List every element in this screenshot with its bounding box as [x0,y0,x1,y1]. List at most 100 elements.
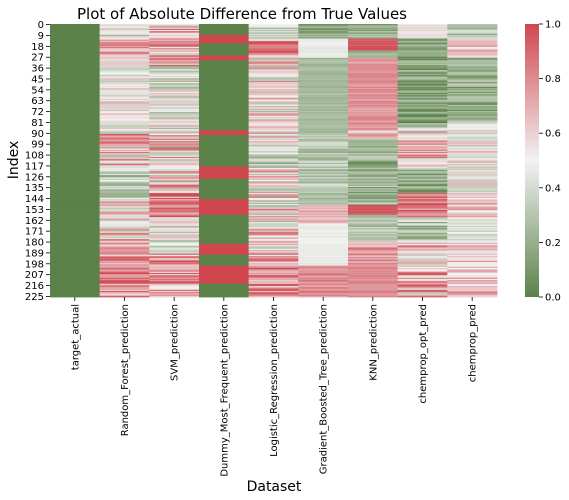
heatmap-cell [348,253,399,256]
heatmap-cell [248,133,299,136]
heatmap-cell [298,269,349,271]
heatmap-cell [248,278,299,281]
heatmap-cell [397,59,448,61]
heatmap-cell [248,56,299,59]
heatmap-cell [50,75,101,78]
heatmap-cell [348,213,399,216]
heatmap-cell [397,57,448,60]
heatmap-cell [298,234,349,236]
heatmap-cell [397,66,448,68]
heatmap-cell [248,114,299,117]
heatmap-cell [397,275,448,277]
heatmap-cell [99,272,150,275]
heatmap-cell [50,65,101,67]
heatmap-cell [149,181,200,183]
heatmap-cell [99,271,150,274]
heatmap-cell [149,106,200,108]
heatmap-cell [298,271,349,274]
heatmap-cell [447,217,498,219]
heatmap-cell [99,117,150,119]
heatmap-cell [199,142,250,144]
heatmap-cell [447,96,498,99]
heatmap-cell [447,45,498,48]
heatmap-cell [199,55,250,58]
heatmap-cell [397,42,448,44]
heatmap-cell [447,195,498,198]
heatmap-cell [99,67,150,70]
heatmap-cell [199,154,250,157]
heatmap-cell [397,173,448,176]
heatmap-cell [348,81,399,84]
heatmap-cell [50,33,101,36]
heatmap-cell [50,284,101,287]
heatmap-cell [298,138,349,141]
heatmap-cell [149,265,200,268]
heatmap-cell [199,251,250,253]
heatmap-cell [50,92,101,95]
heatmap-cell [447,277,498,280]
heatmap-cell [397,168,448,171]
heatmap-cell [199,158,250,160]
heatmap-cell [99,212,150,215]
heatmap-cell [50,138,101,141]
heatmap-cell [397,126,448,129]
heatmap-cell [447,114,498,117]
heatmap-cell [348,152,399,154]
heatmap-cell [248,234,299,236]
heatmap-cell [298,71,349,73]
heatmap-cell [199,246,250,248]
heatmap-cell [99,260,150,263]
heatmap-cell [248,261,299,264]
heatmap-cell [50,206,101,209]
heatmap-cell [298,177,349,180]
heatmap-cell [149,197,200,200]
heatmap-cell [397,148,448,151]
heatmap-cell [397,88,448,90]
y-tick-label: 153 [25,205,44,216]
heatmap-cell [397,255,448,258]
heatmap-cell [447,84,498,87]
heatmap-cell [50,85,101,88]
heatmap-cell [348,59,399,61]
heatmap-cell [50,200,101,202]
heatmap-cell [99,127,150,130]
heatmap-cell [50,287,101,289]
heatmap-cell [149,295,200,298]
heatmap-cell [447,218,498,221]
heatmap-cell [99,200,150,202]
heatmap-cell [447,207,498,210]
heatmap-cell [99,168,150,171]
heatmap-cell [348,263,399,265]
heatmap-cell [248,66,299,68]
heatmap-cell [397,146,448,148]
heatmap-cell [248,222,299,224]
heatmap-cell [397,51,448,54]
heatmap-cell [447,127,498,130]
heatmap-cell [248,168,299,171]
heatmap-cell [248,294,299,297]
heatmap-cell [447,216,498,218]
heatmap-cell [248,158,299,160]
heatmap-cell [397,191,448,194]
heatmap-cell [199,235,250,237]
heatmap-cell [199,176,250,178]
heatmap-cell [199,73,250,76]
heatmap-cell [199,159,250,161]
heatmap-cell [397,190,448,193]
heatmap-cell [50,48,101,50]
heatmap-cell [397,43,448,45]
heatmap-cell [149,225,200,228]
heatmap-cell [248,104,299,107]
heatmap-cell [149,137,200,140]
heatmap-cell [50,259,101,262]
heatmap-cell [99,208,150,211]
heatmap-cell [50,40,101,43]
heatmap-cell [99,236,150,239]
heatmap-cell [99,237,150,240]
heatmap-cell [298,31,349,33]
heatmap-cell [397,269,448,271]
heatmap-cell [199,32,250,35]
heatmap-cell [447,199,498,201]
heatmap-cell [199,28,250,31]
heatmap-cell [149,97,200,100]
